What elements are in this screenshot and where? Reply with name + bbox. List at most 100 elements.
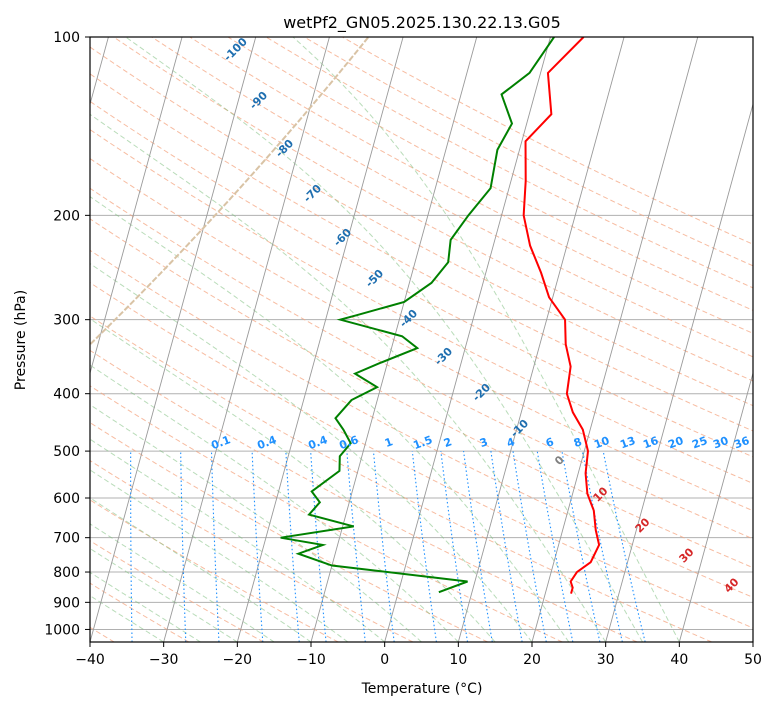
dry-adiabat (90, 249, 753, 598)
dry-adiabat (90, 385, 563, 642)
y-axis-label: Pressure (hPa) (13, 290, 29, 390)
mixing-ratio-label: 13 (618, 434, 637, 451)
mixing-ratio-line (346, 451, 366, 642)
dry-adiabat-lines (90, 37, 753, 642)
y-tick-label: 900 (53, 595, 80, 611)
isotherm-lines (90, 37, 753, 642)
isotherm-label: -40 (397, 307, 420, 330)
isotherm-line (90, 37, 257, 642)
mixing-ratio-label: 0.4 (306, 433, 329, 452)
isotherm-line (384, 37, 551, 642)
x-tick-label: −40 (75, 652, 105, 668)
isotherm-label: 10 (591, 484, 611, 504)
sounding-profiles (280, 37, 601, 594)
isotherm-label: -70 (301, 182, 324, 205)
dry-adiabat (90, 315, 712, 642)
y-tick-label: 300 (53, 313, 80, 329)
mixing-ratio-label: 0.6 (337, 433, 360, 452)
moist-adiabat (292, 37, 680, 642)
isotherm-line (236, 37, 404, 642)
isotherm-line (531, 37, 699, 642)
isotherm-label: 30 (677, 545, 697, 565)
chart-title: wetPf2_GN05.2025.130.22.13.G05 (283, 13, 561, 33)
dry-adiabat (90, 282, 753, 629)
x-tick-label: 10 (449, 652, 467, 668)
moist-adiabat (90, 318, 496, 642)
reference-arc (90, 37, 370, 346)
moist-adiabat (90, 571, 201, 642)
mixing-ratio-line (372, 451, 395, 642)
isotherm-line (752, 640, 753, 642)
mixing-ratio-line (440, 451, 469, 642)
dry-adiabat (90, 582, 190, 642)
x-axis-ticks: −40 −30 −20 −10 0 10 20 30 40 50 (75, 642, 762, 668)
mixing-ratio-label: 25 (690, 434, 709, 451)
y-tick-label: 600 (53, 491, 80, 507)
dry-adiabat (90, 187, 753, 540)
moist-adiabat (90, 469, 349, 642)
mixing-ratio-label: 2 (442, 435, 454, 450)
y-tick-label: 100 (53, 30, 80, 46)
dry-adiabat (90, 218, 753, 569)
mixing-ratio-line (463, 451, 493, 642)
moist-adiabat (90, 196, 570, 642)
dry-adiabat (90, 100, 753, 458)
x-tick-label: 40 (670, 652, 688, 668)
isotherm-label: -30 (432, 345, 455, 368)
dry-adiabat (90, 73, 753, 432)
mixing-ratio-label: 10 (592, 434, 611, 452)
isotherm-line (457, 37, 625, 642)
dry-adiabat (90, 540, 264, 642)
y-tick-label: 500 (53, 444, 80, 460)
mixing-ratio-label: 8 (572, 435, 584, 450)
y-tick-label: 400 (53, 387, 80, 403)
moist-adiabat (90, 497, 312, 642)
isotherm-line (90, 37, 183, 375)
moist-adiabat (125, 37, 643, 642)
isotherm-line (678, 371, 753, 642)
dry-adiabat (90, 422, 488, 642)
dry-adiabat (90, 46, 753, 407)
moist-adiabat (90, 438, 385, 642)
temperature-profile-line (522, 37, 601, 594)
x-tick-label: 20 (523, 652, 541, 668)
x-tick-label: −10 (296, 652, 326, 668)
contour-labels: -100-90-80-70-60-50-40-30-20-10010203040… (209, 35, 751, 596)
x-tick-label: 30 (597, 652, 615, 668)
isotherm-label: -50 (363, 267, 386, 290)
mixing-ratio-label: 1.5 (411, 433, 434, 452)
dry-adiabat (151, 37, 753, 358)
reference-curves (90, 37, 370, 346)
mixing-ratio-line (602, 450, 646, 642)
x-tick-label: −30 (149, 652, 179, 668)
isotherm-label: 40 (722, 575, 742, 595)
isotherm-line (310, 37, 478, 642)
mixing-ratio-line (130, 451, 133, 642)
mixing-ratio-label: 6 (544, 435, 556, 450)
mixing-ratio-label: 16 (641, 434, 660, 452)
mixing-ratio-label: 30 (711, 434, 730, 452)
mixing-ratio-label: 20 (666, 434, 685, 452)
moist-adiabat (90, 404, 422, 642)
mixing-ratio-label: 4 (505, 435, 517, 450)
y-tick-label: 700 (53, 531, 80, 547)
dry-adiabat (90, 157, 753, 512)
y-tick-label: 800 (53, 565, 80, 581)
isotherm-label: 0 (552, 453, 567, 468)
mixing-ratio-label: 0.4 (255, 433, 278, 452)
mixing-ratio-label: 0.1 (209, 433, 232, 452)
dry-adiabat (90, 499, 339, 642)
dry-adiabat (90, 129, 753, 484)
dry-adiabat (113, 37, 753, 382)
dry-adiabat (227, 37, 753, 311)
dry-adiabat (90, 459, 414, 642)
y-tick-label: 1000 (44, 622, 80, 638)
plot-frame (89, 36, 754, 643)
isotherm-line (163, 37, 330, 642)
mixing-ratio-label: 36 (732, 434, 751, 452)
x-tick-label: 0 (380, 652, 389, 668)
moist-adiabat (90, 113, 607, 642)
moist-adiabat (90, 262, 533, 642)
isotherm-label: -100 (221, 35, 250, 64)
